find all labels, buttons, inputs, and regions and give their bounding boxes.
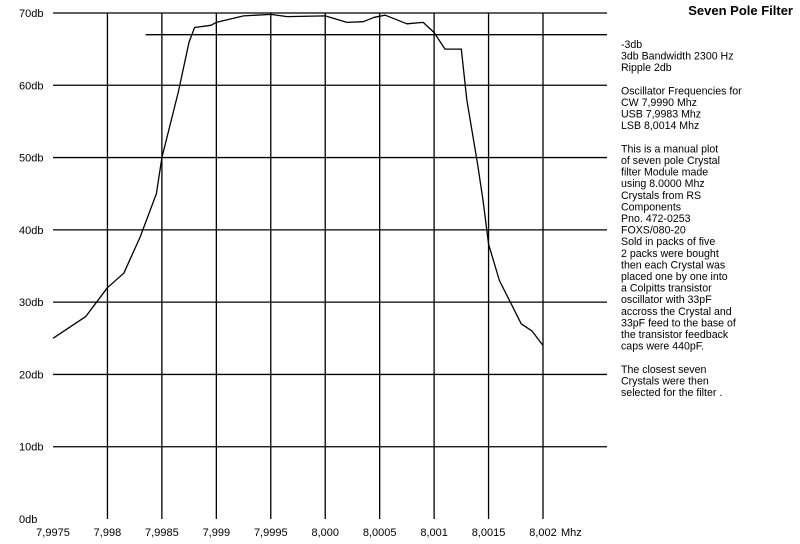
y-tick-label: 10db — [19, 442, 43, 454]
x-tick-label: 7,9975 — [36, 527, 70, 539]
note-line: Components — [621, 201, 681, 213]
x-tick-label: 8,000 — [311, 527, 339, 539]
x-tick-label: 7,998 — [94, 527, 122, 539]
note-line: 33pF feed to the base of — [621, 317, 736, 329]
y-tick-label: 0db — [19, 514, 37, 526]
y-tick-label: 40db — [19, 225, 43, 237]
note-line: a Colpitts transistor — [621, 283, 712, 295]
note-line: filter Module made — [621, 167, 708, 179]
note-line: 2 packs were bought — [621, 248, 719, 260]
note-line: CW 7,9990 Mhz — [621, 97, 697, 109]
y-tick-label: 50db — [19, 153, 43, 165]
note-line: then each Crystal was — [621, 259, 725, 271]
grid-lines — [53, 12, 607, 519]
x-tick-label: 8,0015 — [472, 527, 506, 539]
x-unit-label: Mhz — [561, 527, 582, 539]
note-line: Oscillator Frequencies for — [621, 85, 742, 97]
series-group — [52, 13, 544, 346]
note-line: The closest seven — [621, 364, 706, 376]
note-line: using 8.0000 Mhz — [621, 178, 705, 190]
y-tick-label: 30db — [19, 297, 43, 309]
note-line: This is a manual plot — [621, 143, 718, 155]
x-tick-label: 8,002 — [529, 527, 557, 539]
note-line: Crystals were then — [621, 375, 709, 387]
note-line: placed one by one into — [621, 271, 728, 283]
note-line: Crystals from RS — [621, 190, 701, 202]
x-tick-label: 7,999 — [203, 527, 231, 539]
note-line: caps were 440pF. — [621, 341, 704, 353]
note-line: the transistor feedback — [621, 329, 729, 341]
y-tick-label: 60db — [19, 80, 43, 92]
y-tick-label: 70db — [19, 8, 43, 20]
note-line: 3db Bandwidth 2300 Hz — [621, 51, 734, 63]
note-line: LSB 8,0014 Mhz — [621, 120, 699, 132]
x-tick-label: 8,0005 — [363, 527, 397, 539]
note-line: selected for the filter . — [621, 387, 722, 399]
note-line: accross the Crystal and — [621, 306, 732, 318]
x-tick-label: 7,9985 — [145, 527, 179, 539]
note-line: of seven pole Crystal — [621, 155, 720, 167]
x-tick-label: 8,001 — [420, 527, 448, 539]
chart-title: Seven Pole Filter — [688, 3, 793, 18]
note-line: oscillator with 33pF — [621, 294, 712, 306]
note-line: Sold in packs of five — [621, 236, 715, 248]
note-line: USB 7,9983 Mhz — [621, 109, 701, 121]
y-tick-labels: 0db 10db 20db 30db 40db 50db 60db 70db — [19, 8, 43, 526]
x-tick-labels: 7,9975 7,998 7,9985 7,999 7,9995 8,000 8,0005 8… — [36, 527, 582, 539]
note-line: Ripple 2db — [621, 62, 672, 74]
note-line: -3db — [621, 39, 642, 51]
x-tick-label: 7,9995 — [254, 527, 288, 539]
note-line: FOXS/080-20 — [621, 225, 686, 237]
response-curve-line — [52, 13, 544, 346]
note-line: Pno. 472-0253 — [621, 213, 691, 225]
y-tick-label: 20db — [19, 369, 43, 381]
